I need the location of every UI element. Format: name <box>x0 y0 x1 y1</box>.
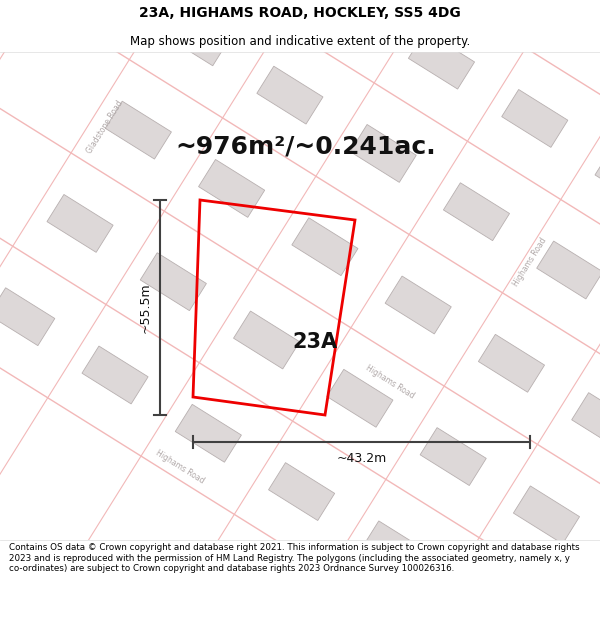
Polygon shape <box>175 404 241 462</box>
Polygon shape <box>233 311 299 369</box>
Text: ~55.5m: ~55.5m <box>139 282 152 332</box>
Text: 23A: 23A <box>292 332 338 352</box>
Text: Highams Road: Highams Road <box>364 364 416 401</box>
Text: Gladstone Road: Gladstone Road <box>85 99 125 155</box>
Polygon shape <box>443 182 509 241</box>
Polygon shape <box>315 0 381 31</box>
Polygon shape <box>105 101 172 159</box>
Text: Highams Road: Highams Road <box>511 236 548 288</box>
Polygon shape <box>572 392 600 451</box>
Polygon shape <box>164 8 230 66</box>
Polygon shape <box>362 521 428 579</box>
Polygon shape <box>420 428 486 486</box>
Text: ~43.2m: ~43.2m <box>337 452 386 465</box>
Text: Highams Road: Highams Road <box>154 449 206 486</box>
Polygon shape <box>514 486 580 544</box>
Polygon shape <box>478 334 545 392</box>
Polygon shape <box>140 253 206 311</box>
Polygon shape <box>327 369 393 428</box>
Polygon shape <box>269 462 335 521</box>
Polygon shape <box>595 148 600 206</box>
Polygon shape <box>536 241 600 299</box>
Text: ~976m²/~0.241ac.: ~976m²/~0.241ac. <box>175 135 436 159</box>
Polygon shape <box>82 346 148 404</box>
Polygon shape <box>47 194 113 252</box>
Polygon shape <box>257 66 323 124</box>
Text: Map shows position and indicative extent of the property.: Map shows position and indicative extent… <box>130 35 470 48</box>
Polygon shape <box>385 276 451 334</box>
Polygon shape <box>292 217 358 276</box>
Polygon shape <box>502 89 568 148</box>
Polygon shape <box>199 159 265 218</box>
Polygon shape <box>0 288 55 346</box>
Text: Contains OS data © Crown copyright and database right 2021. This information is : Contains OS data © Crown copyright and d… <box>9 543 580 573</box>
Polygon shape <box>409 31 475 89</box>
Text: 23A, HIGHAMS ROAD, HOCKLEY, SS5 4DG: 23A, HIGHAMS ROAD, HOCKLEY, SS5 4DG <box>139 6 461 20</box>
Polygon shape <box>350 124 416 182</box>
